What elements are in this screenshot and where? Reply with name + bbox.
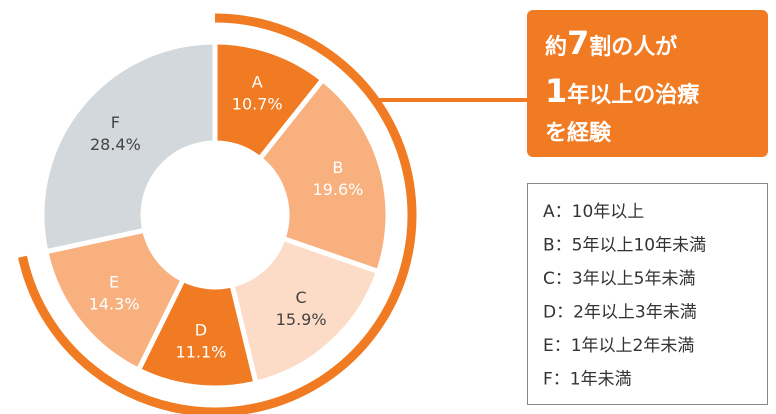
slice-category: A	[252, 73, 263, 92]
pie-slice	[39, 39, 218, 255]
slice-category: C	[296, 288, 307, 307]
slice-value-label: 14.3%	[89, 294, 140, 313]
pie-slice	[256, 76, 391, 275]
callout-number: 7	[567, 24, 589, 62]
callout-line-2: 1年以上の治療	[545, 72, 699, 110]
callout-line-1: 約7割の人が	[545, 24, 677, 62]
slice-category: D	[195, 321, 207, 340]
slice-value-label: 10.7%	[232, 95, 283, 114]
callout-text: 約	[545, 34, 567, 60]
highlight-ring	[18, 13, 417, 414]
slice-value-label: 11.1%	[176, 343, 227, 362]
legend-entry: B：5年以上10年未満	[543, 236, 706, 256]
callout-line-3: を経験	[545, 120, 612, 146]
slice-category: B	[332, 158, 343, 177]
callout-number: 1	[545, 72, 567, 110]
callout-text: 年以上の治療	[567, 82, 699, 108]
legend-entry: D：2年以上3年未満	[543, 303, 697, 323]
pie-slice	[42, 227, 187, 374]
slice-value-label: 28.4%	[90, 135, 141, 154]
slice-value-label: 15.9%	[276, 310, 327, 329]
slice-category: E	[109, 272, 119, 291]
legend-entry: F：1年未満	[543, 370, 632, 390]
legend-entry: C：3年以上5年未満	[543, 269, 696, 289]
callout-text: 割の人が	[589, 34, 677, 60]
pie-slice	[229, 235, 382, 387]
legend-entry: E：1年以上2年未満	[543, 336, 694, 356]
callout-box	[527, 10, 768, 157]
slice-category: F	[111, 113, 120, 132]
legend-entry: A：10年以上	[543, 202, 644, 222]
slice-value-label: 19.6%	[313, 180, 364, 199]
legend-box	[527, 183, 768, 405]
